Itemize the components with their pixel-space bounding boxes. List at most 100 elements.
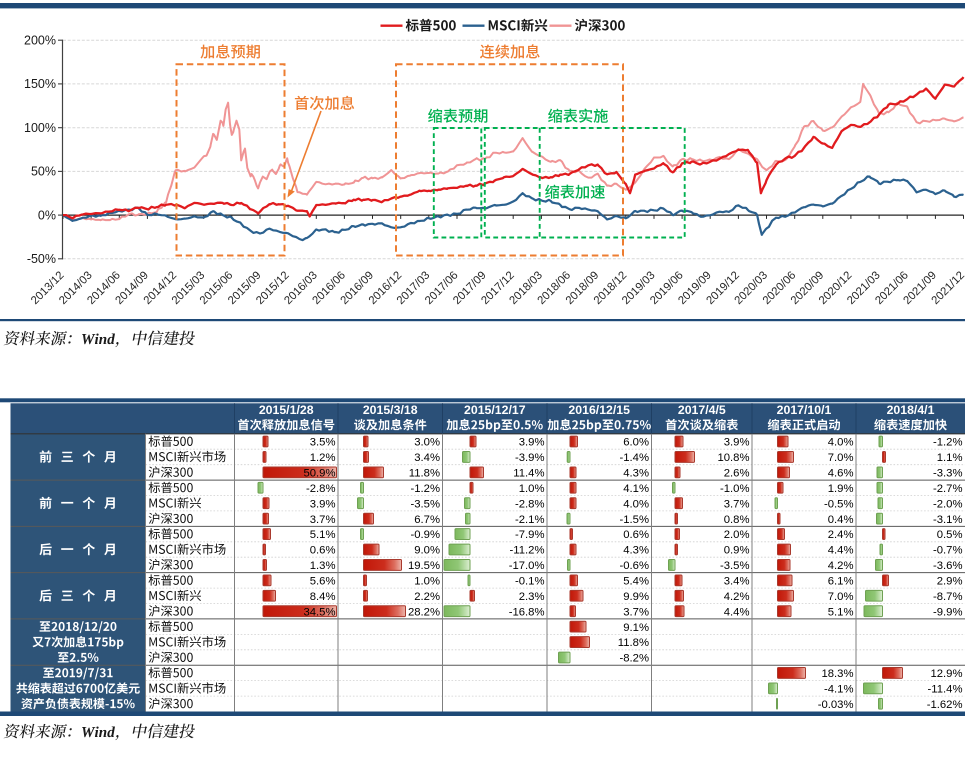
svg-text:1.3%: 1.3% [310,560,336,572]
svg-text:0.6%: 0.6% [623,529,649,541]
svg-text:12.9%: 12.9% [930,668,962,680]
svg-text:-50%: -50% [27,252,56,266]
svg-text:2016/12/15: 2016/12/15 [568,403,630,417]
svg-text:4.1%: 4.1% [623,483,649,495]
svg-text:10.8%: 10.8% [717,452,749,464]
svg-text:4.2%: 4.2% [724,591,750,603]
svg-text:8.4%: 8.4% [310,591,336,603]
svg-text:2017/4/5: 2017/4/5 [678,403,726,417]
svg-text:0.4%: 0.4% [828,514,854,526]
svg-text:3.7%: 3.7% [724,498,750,510]
svg-text:4.3%: 4.3% [623,545,649,557]
svg-text:-2.7%: -2.7% [933,483,963,495]
svg-text:2.0%: 2.0% [724,529,750,541]
svg-text:0.5%: 0.5% [937,529,963,541]
svg-text:-3.6%: -3.6% [933,560,963,572]
svg-text:50.9%: 50.9% [303,467,335,479]
svg-text:1.0%: 1.0% [414,575,440,587]
svg-text:-3.5%: -3.5% [410,498,440,510]
svg-text:4.0%: 4.0% [623,498,649,510]
svg-text:11.4%: 11.4% [513,467,544,479]
svg-text:0%: 0% [38,208,56,222]
svg-text:1.0%: 1.0% [519,483,545,495]
svg-text:4.4%: 4.4% [724,606,750,618]
svg-text:-3.9%: -3.9% [515,452,545,464]
svg-text:-4.1%: -4.1% [824,683,854,695]
svg-text:-0.5%: -0.5% [824,498,854,510]
svg-text:-2.8%: -2.8% [306,483,336,495]
svg-text:3.9%: 3.9% [724,437,750,449]
svg-text:2.2%: 2.2% [414,591,440,603]
svg-text:-1.62%: -1.62% [927,699,963,711]
svg-text:34.5%: 34.5% [303,606,335,618]
svg-text:9.9%: 9.9% [623,591,649,603]
svg-text:-1.0%: -1.0% [720,483,750,495]
svg-text:9.0%: 9.0% [414,545,440,557]
svg-text:28.2%: 28.2% [408,606,440,618]
svg-text:11.8%: 11.8% [618,637,649,649]
svg-text:-8.7%: -8.7% [933,591,963,603]
svg-text:2.9%: 2.9% [937,575,963,587]
svg-text:19.5%: 19.5% [408,560,440,572]
svg-text:200%: 200% [24,34,56,48]
svg-text:6.7%: 6.7% [414,514,440,526]
svg-text:-0.9%: -0.9% [410,529,440,541]
svg-text:-11.2%: -11.2% [510,545,545,557]
svg-text:-3.1%: -3.1% [933,514,963,526]
svg-text:5.1%: 5.1% [828,606,854,618]
svg-text:0.8%: 0.8% [724,514,750,526]
svg-text:-17.0%: -17.0% [509,560,545,572]
svg-text:2015/3/18: 2015/3/18 [363,403,418,417]
svg-text:-2.0%: -2.0% [933,498,963,510]
svg-text:0.6%: 0.6% [310,545,336,557]
svg-text:-3.3%: -3.3% [933,467,963,479]
svg-text:1.9%: 1.9% [828,483,854,495]
svg-text:-8.2%: -8.2% [619,653,649,665]
svg-text:2015/12/17: 2015/12/17 [464,403,526,417]
svg-text:3.4%: 3.4% [414,452,440,464]
svg-text:-1.5%: -1.5% [619,514,649,526]
svg-text:1.2%: 1.2% [310,452,336,464]
svg-text:9.1%: 9.1% [623,622,649,634]
svg-text:7.0%: 7.0% [828,591,854,603]
svg-text:-1.2%: -1.2% [410,483,440,495]
svg-text:0.9%: 0.9% [724,545,750,557]
svg-text:-1.2%: -1.2% [933,437,963,449]
svg-text:100%: 100% [24,121,56,135]
svg-text:4.2%: 4.2% [828,560,854,572]
svg-text:3.9%: 3.9% [519,437,545,449]
svg-text:11.8%: 11.8% [409,467,440,479]
svg-text:-0.03%: -0.03% [818,699,854,711]
svg-text:3.0%: 3.0% [414,437,440,449]
svg-text:5.4%: 5.4% [623,575,649,587]
svg-text:-0.7%: -0.7% [933,545,963,557]
svg-text:4.4%: 4.4% [828,545,854,557]
svg-text:-9.9%: -9.9% [933,606,963,618]
svg-text:-2.1%: -2.1% [515,514,545,526]
svg-text:2.4%: 2.4% [828,529,854,541]
svg-text:18.3%: 18.3% [821,668,853,680]
svg-text:3.7%: 3.7% [623,606,649,618]
svg-text:4.6%: 4.6% [828,467,854,479]
svg-text:2018/4/1: 2018/4/1 [887,403,935,417]
svg-text:-11.4%: -11.4% [928,683,963,695]
svg-text:2.3%: 2.3% [519,591,545,603]
svg-text:4.0%: 4.0% [828,437,854,449]
svg-text:6.0%: 6.0% [623,437,649,449]
svg-text:2017/10/1: 2017/10/1 [777,403,832,417]
svg-text:-2.8%: -2.8% [515,498,545,510]
svg-text:3.4%: 3.4% [724,575,750,587]
svg-text:5.1%: 5.1% [310,529,336,541]
svg-text:3.7%: 3.7% [310,514,336,526]
svg-text:2.6%: 2.6% [724,467,750,479]
svg-text:7.0%: 7.0% [828,452,854,464]
svg-text:150%: 150% [24,77,56,91]
svg-text:3.9%: 3.9% [310,498,336,510]
svg-text:-7.9%: -7.9% [515,529,545,541]
svg-text:4.3%: 4.3% [623,467,649,479]
svg-text:2015/1/28: 2015/1/28 [259,403,314,417]
svg-text:-0.6%: -0.6% [619,560,649,572]
svg-text:1.1%: 1.1% [937,452,963,464]
svg-text:-16.8%: -16.8% [509,606,545,618]
svg-text:3.5%: 3.5% [310,437,336,449]
